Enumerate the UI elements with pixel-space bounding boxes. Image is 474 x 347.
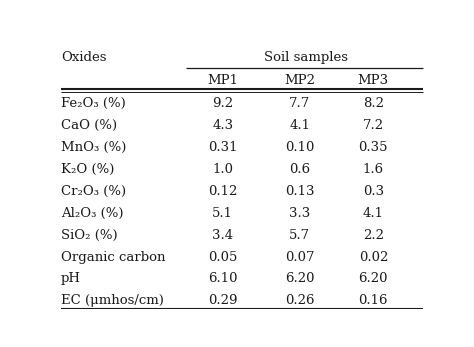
Text: 5.1: 5.1 bbox=[212, 207, 233, 220]
Text: 0.31: 0.31 bbox=[208, 141, 237, 154]
Text: 0.05: 0.05 bbox=[208, 251, 237, 263]
Text: 1.6: 1.6 bbox=[363, 163, 384, 176]
Text: MP3: MP3 bbox=[358, 74, 389, 87]
Text: 2.2: 2.2 bbox=[363, 229, 384, 242]
Text: EC (μmhos/cm): EC (μmhos/cm) bbox=[61, 294, 164, 307]
Text: 6.10: 6.10 bbox=[208, 272, 237, 286]
Text: MP2: MP2 bbox=[284, 74, 315, 87]
Text: 0.13: 0.13 bbox=[285, 185, 315, 198]
Text: Oxides: Oxides bbox=[61, 51, 107, 64]
Text: 3.4: 3.4 bbox=[212, 229, 233, 242]
Text: 4.1: 4.1 bbox=[363, 207, 384, 220]
Text: Al₂O₃ (%): Al₂O₃ (%) bbox=[61, 207, 124, 220]
Text: pH: pH bbox=[61, 272, 81, 286]
Text: 4.3: 4.3 bbox=[212, 119, 233, 132]
Text: 3.3: 3.3 bbox=[289, 207, 310, 220]
Text: 0.07: 0.07 bbox=[285, 251, 315, 263]
Text: 9.2: 9.2 bbox=[212, 97, 233, 110]
Text: Fe₂O₃ (%): Fe₂O₃ (%) bbox=[61, 97, 126, 110]
Text: Organic carbon: Organic carbon bbox=[61, 251, 165, 263]
Text: 7.7: 7.7 bbox=[289, 97, 310, 110]
Text: 0.12: 0.12 bbox=[208, 185, 237, 198]
Text: MnO₃ (%): MnO₃ (%) bbox=[61, 141, 127, 154]
Text: 4.1: 4.1 bbox=[289, 119, 310, 132]
Text: 0.29: 0.29 bbox=[208, 294, 237, 307]
Text: Cr₂O₃ (%): Cr₂O₃ (%) bbox=[61, 185, 126, 198]
Text: 5.7: 5.7 bbox=[289, 229, 310, 242]
Text: 7.2: 7.2 bbox=[363, 119, 384, 132]
Text: 8.2: 8.2 bbox=[363, 97, 384, 110]
Text: K₂O (%): K₂O (%) bbox=[61, 163, 114, 176]
Text: 0.6: 0.6 bbox=[289, 163, 310, 176]
Text: 0.26: 0.26 bbox=[285, 294, 315, 307]
Text: 0.02: 0.02 bbox=[359, 251, 388, 263]
Text: SiO₂ (%): SiO₂ (%) bbox=[61, 229, 118, 242]
Text: MP1: MP1 bbox=[207, 74, 238, 87]
Text: 1.0: 1.0 bbox=[212, 163, 233, 176]
Text: 0.10: 0.10 bbox=[285, 141, 315, 154]
Text: Soil samples: Soil samples bbox=[264, 51, 348, 64]
Text: 6.20: 6.20 bbox=[359, 272, 388, 286]
Text: 0.35: 0.35 bbox=[359, 141, 388, 154]
Text: 0.3: 0.3 bbox=[363, 185, 384, 198]
Text: CaO (%): CaO (%) bbox=[61, 119, 117, 132]
Text: 6.20: 6.20 bbox=[285, 272, 315, 286]
Text: 0.16: 0.16 bbox=[359, 294, 388, 307]
